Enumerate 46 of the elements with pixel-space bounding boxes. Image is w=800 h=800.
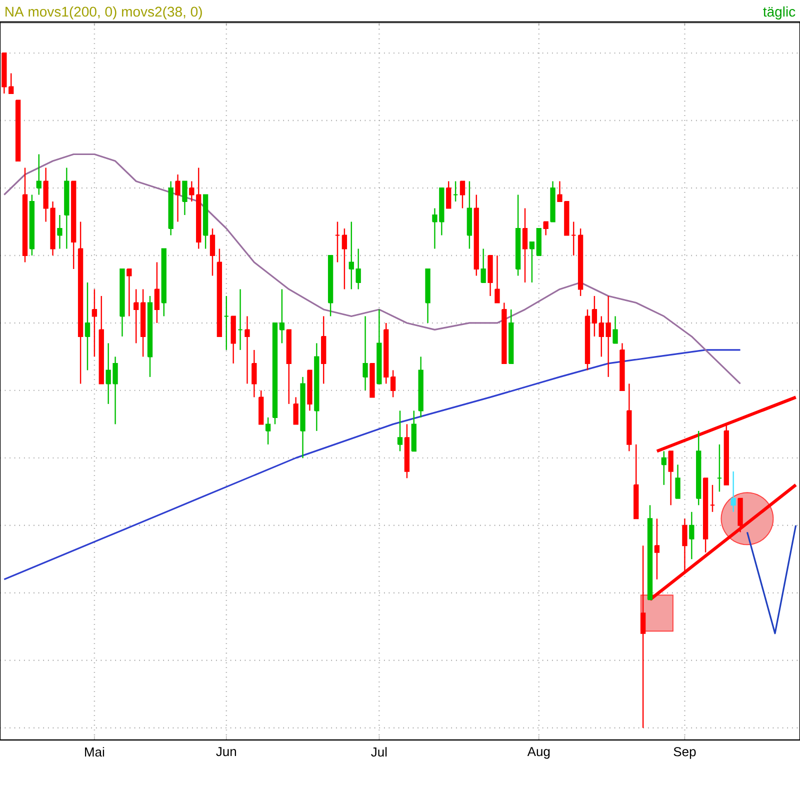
candlestick — [675, 464, 680, 500]
x-tick-label: Sep — [674, 747, 696, 759]
candlestick — [592, 295, 598, 338]
candlestick — [279, 288, 285, 344]
candlestick — [293, 396, 298, 425]
candlestick — [182, 180, 188, 216]
candlestick — [480, 248, 486, 284]
candlestick — [362, 316, 368, 392]
candlestick — [640, 545, 646, 728]
candlestick — [682, 518, 688, 574]
candlestick — [543, 221, 548, 236]
candlestick — [36, 154, 42, 196]
candlestick — [57, 214, 62, 250]
candlestick — [654, 518, 660, 580]
candlestick — [92, 288, 98, 358]
candlestick — [598, 316, 604, 358]
candlestick — [529, 241, 535, 284]
candlestick — [460, 180, 466, 209]
candlestick — [446, 180, 452, 209]
text: NA movs1(200, 0) movs2(38, 0) — [6, 6, 202, 20]
candlestick — [390, 370, 396, 398]
candlestick — [126, 268, 132, 317]
candlestick — [84, 282, 90, 371]
x-tick-label: Jun — [216, 747, 236, 756]
candlestick — [730, 470, 736, 513]
candlestick — [494, 254, 500, 304]
candlestick — [210, 228, 216, 276]
candlestick — [612, 316, 618, 344]
candlestick — [661, 450, 666, 486]
text: täglic — [763, 6, 796, 20]
candlestick — [244, 316, 250, 384]
candlestick — [175, 174, 180, 222]
candlestick — [342, 228, 348, 290]
x-tick-label: Aug — [527, 747, 550, 759]
candlestick — [689, 511, 694, 560]
x-tick-label: Mai — [85, 747, 104, 757]
candlestick — [668, 450, 674, 506]
x-tick-label: Jul — [371, 747, 387, 757]
candlestick — [8, 72, 14, 94]
candlestick — [606, 295, 611, 378]
candlestick — [154, 262, 160, 324]
candlestick — [252, 349, 257, 398]
candlestick — [265, 416, 271, 446]
candlestick — [134, 288, 139, 344]
candlestick — [397, 410, 403, 452]
candlestick — [522, 208, 528, 284]
